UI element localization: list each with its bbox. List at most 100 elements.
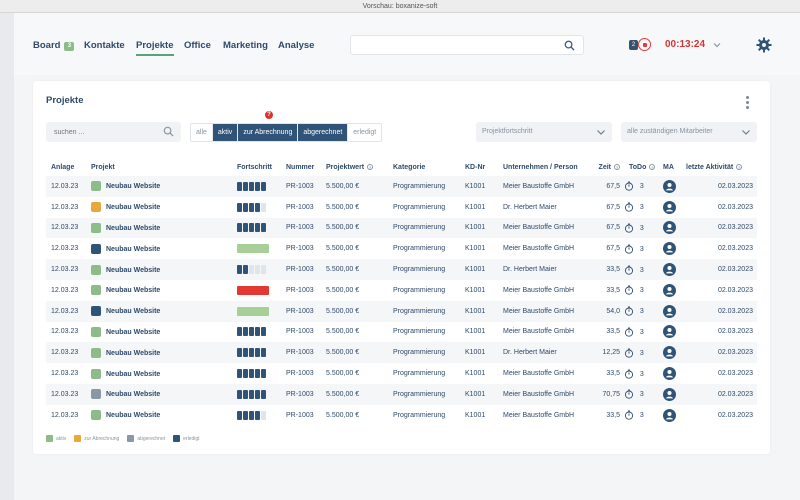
user-avatar-icon[interactable] — [663, 387, 676, 401]
user-avatar-icon[interactable] — [663, 200, 676, 214]
user-avatar-icon[interactable] — [663, 179, 676, 193]
project-name-link[interactable]: Neubau Website — [106, 349, 161, 357]
project-name-link[interactable]: Neubau Website — [106, 412, 161, 420]
nav-kontakte[interactable]: Kontakte — [84, 40, 125, 51]
notification-indicator[interactable]: 2 — [629, 37, 651, 53]
cell-projekt[interactable]: Neubau Website — [86, 197, 232, 218]
stopwatch-icon[interactable] — [624, 285, 634, 296]
stopwatch-icon[interactable] — [624, 369, 634, 379]
gear-icon[interactable] — [756, 37, 772, 53]
table-row[interactable]: 12.03.23 Neubau Website PR-1003 5.500,00 € P… — [46, 217, 757, 239]
help-icon[interactable]: ? — [265, 111, 273, 119]
nav-board[interactable]: Board 3 — [33, 40, 75, 51]
project-name-link[interactable]: Neubau Website — [106, 224, 161, 232]
more-vertical-icon[interactable] — [746, 96, 750, 110]
info-icon[interactable]: ? — [649, 164, 656, 170]
project-name-link[interactable]: Neubau Website — [106, 308, 161, 316]
project-search-input[interactable] — [46, 122, 156, 142]
cell-projekt[interactable]: Neubau Website — [86, 322, 232, 343]
column-header-ma[interactable]: MA — [663, 164, 674, 171]
cell-projekt[interactable]: Neubau Website — [86, 342, 232, 364]
project-name-link[interactable]: Neubau Website — [106, 287, 161, 295]
cell-projekt[interactable]: Neubau Website — [86, 300, 232, 322]
table-row[interactable]: 12.03.23 Neubau Website PR-1003 5.500,00 € P… — [46, 280, 757, 301]
user-avatar-icon[interactable] — [663, 242, 676, 256]
stopwatch-icon[interactable] — [624, 389, 634, 400]
table-row[interactable]: 12.03.23 Neubau Website PR-1003 5.500,00 € P… — [46, 405, 757, 426]
column-header-fortschritt[interactable]: Fortschritt — [237, 164, 272, 171]
cell-projekt[interactable]: Neubau Website — [86, 217, 232, 239]
stopwatch-icon[interactable] — [624, 181, 634, 192]
record-icon[interactable] — [638, 38, 651, 51]
cell-projekt[interactable]: Neubau Website — [86, 238, 232, 259]
table-row[interactable]: 12.03.23 Neubau Website PR-1003 5.500,00 € P… — [46, 342, 757, 364]
column-header-todo[interactable]: ToDo? — [624, 159, 658, 176]
filter-abgerechnet[interactable]: abgerechnet — [298, 124, 349, 141]
staff-select[interactable]: alle zuständigen Mitarbeiter — [621, 122, 757, 142]
stopwatch-icon[interactable] — [624, 306, 634, 316]
nav-office[interactable]: Office — [184, 40, 211, 51]
column-header-nummer[interactable]: Nummer — [286, 164, 315, 171]
table-row[interactable]: 12.03.23 Neubau Website PR-1003 5.500,00 € P… — [46, 300, 757, 322]
search-icon[interactable] — [564, 40, 575, 51]
stopwatch-icon[interactable] — [624, 223, 634, 233]
table-row[interactable]: 12.03.23 Neubau Website PR-1003 5.500,00 € P… — [46, 238, 757, 259]
table-row[interactable]: 12.03.23 Neubau Website PR-1003 5.500,00 € P… — [46, 363, 757, 384]
cell-projekt[interactable]: Neubau Website — [86, 363, 232, 384]
stopwatch-icon[interactable] — [624, 202, 634, 212]
column-header-unternehmen[interactable]: Unternehmen / Person — [503, 164, 578, 171]
project-name-link[interactable]: Neubau Website — [106, 245, 161, 253]
stopwatch-icon[interactable] — [624, 348, 634, 358]
column-header-projektwert[interactable]: Projektwert? — [321, 159, 388, 176]
info-icon[interactable]: ? — [614, 164, 620, 170]
project-name-link[interactable]: Neubau Website — [106, 183, 161, 191]
table-row[interactable]: 12.03.23 Neubau Website PR-1003 5.500,00 € P… — [46, 322, 757, 343]
table-row[interactable]: 12.03.23 Neubau Website PR-1003 5.500,00 € P… — [46, 176, 757, 197]
user-avatar-icon[interactable] — [663, 325, 676, 339]
column-header-projekt[interactable]: Projekt — [91, 164, 115, 171]
table-row[interactable]: 12.03.23 Neubau Website PR-1003 5.500,00 € P… — [46, 197, 757, 218]
stopwatch-icon[interactable] — [624, 265, 634, 275]
filter-erledigt[interactable]: erledigt — [353, 129, 377, 136]
table-row[interactable]: 12.03.23 Neubau Website PR-1003 5.500,00 € P… — [46, 383, 757, 405]
user-avatar-icon[interactable] — [663, 263, 676, 277]
cell-projekt[interactable]: Neubau Website — [86, 280, 232, 301]
info-icon[interactable]: ? — [736, 164, 743, 170]
chevron-down-icon[interactable] — [712, 40, 722, 50]
nav-analyse[interactable]: Analyse — [278, 40, 315, 51]
project-name-link[interactable]: Neubau Website — [106, 391, 161, 399]
user-avatar-icon[interactable] — [663, 346, 676, 360]
user-avatar-icon[interactable] — [663, 283, 676, 297]
column-header-letzte-aktivitaet[interactable]: letzte Aktivität? — [681, 159, 757, 176]
table-row[interactable]: 12.03.23 Neubau Website PR-1003 5.500,00 € P… — [46, 259, 757, 280]
global-search-input[interactable] — [350, 35, 584, 55]
column-header-zeit[interactable]: Zeit? — [592, 159, 624, 176]
nav-marketing[interactable]: Marketing — [223, 40, 268, 51]
user-avatar-icon[interactable] — [663, 408, 676, 422]
progress-select[interactable]: Projektfortschritt — [476, 122, 612, 142]
stopwatch-icon[interactable] — [624, 244, 634, 254]
filter-alle[interactable]: alle — [191, 124, 213, 141]
column-header-kdnr[interactable]: KD-Nr — [465, 164, 486, 171]
search-icon[interactable] — [163, 126, 174, 137]
stopwatch-icon[interactable] — [624, 327, 634, 337]
timer-display[interactable]: 00:13:24 — [665, 39, 706, 50]
column-header-anlage[interactable]: Anlage — [51, 164, 75, 171]
filter-zur-abrechnung[interactable]: zur Abrechnung — [238, 124, 299, 141]
project-name-link[interactable]: Neubau Website — [106, 204, 161, 212]
cell-projekt[interactable]: Neubau Website — [86, 259, 232, 280]
filter-aktiv[interactable]: aktiv — [212, 124, 239, 141]
project-search-field[interactable] — [46, 122, 181, 142]
stopwatch-icon[interactable] — [624, 410, 634, 420]
nav-projekte[interactable]: Projekte — [136, 40, 174, 56]
cell-projekt[interactable]: Neubau Website — [86, 383, 232, 405]
info-icon[interactable]: ? — [367, 164, 374, 170]
project-name-link[interactable]: Neubau Website — [106, 328, 161, 336]
project-name-link[interactable]: Neubau Website — [106, 370, 161, 378]
cell-projekt[interactable]: Neubau Website — [86, 176, 232, 197]
cell-projekt[interactable]: Neubau Website — [86, 405, 232, 426]
user-avatar-icon[interactable] — [663, 304, 676, 318]
project-name-link[interactable]: Neubau Website — [106, 266, 161, 274]
column-header-kategorie[interactable]: Kategorie — [393, 164, 426, 171]
user-avatar-icon[interactable] — [663, 221, 676, 235]
